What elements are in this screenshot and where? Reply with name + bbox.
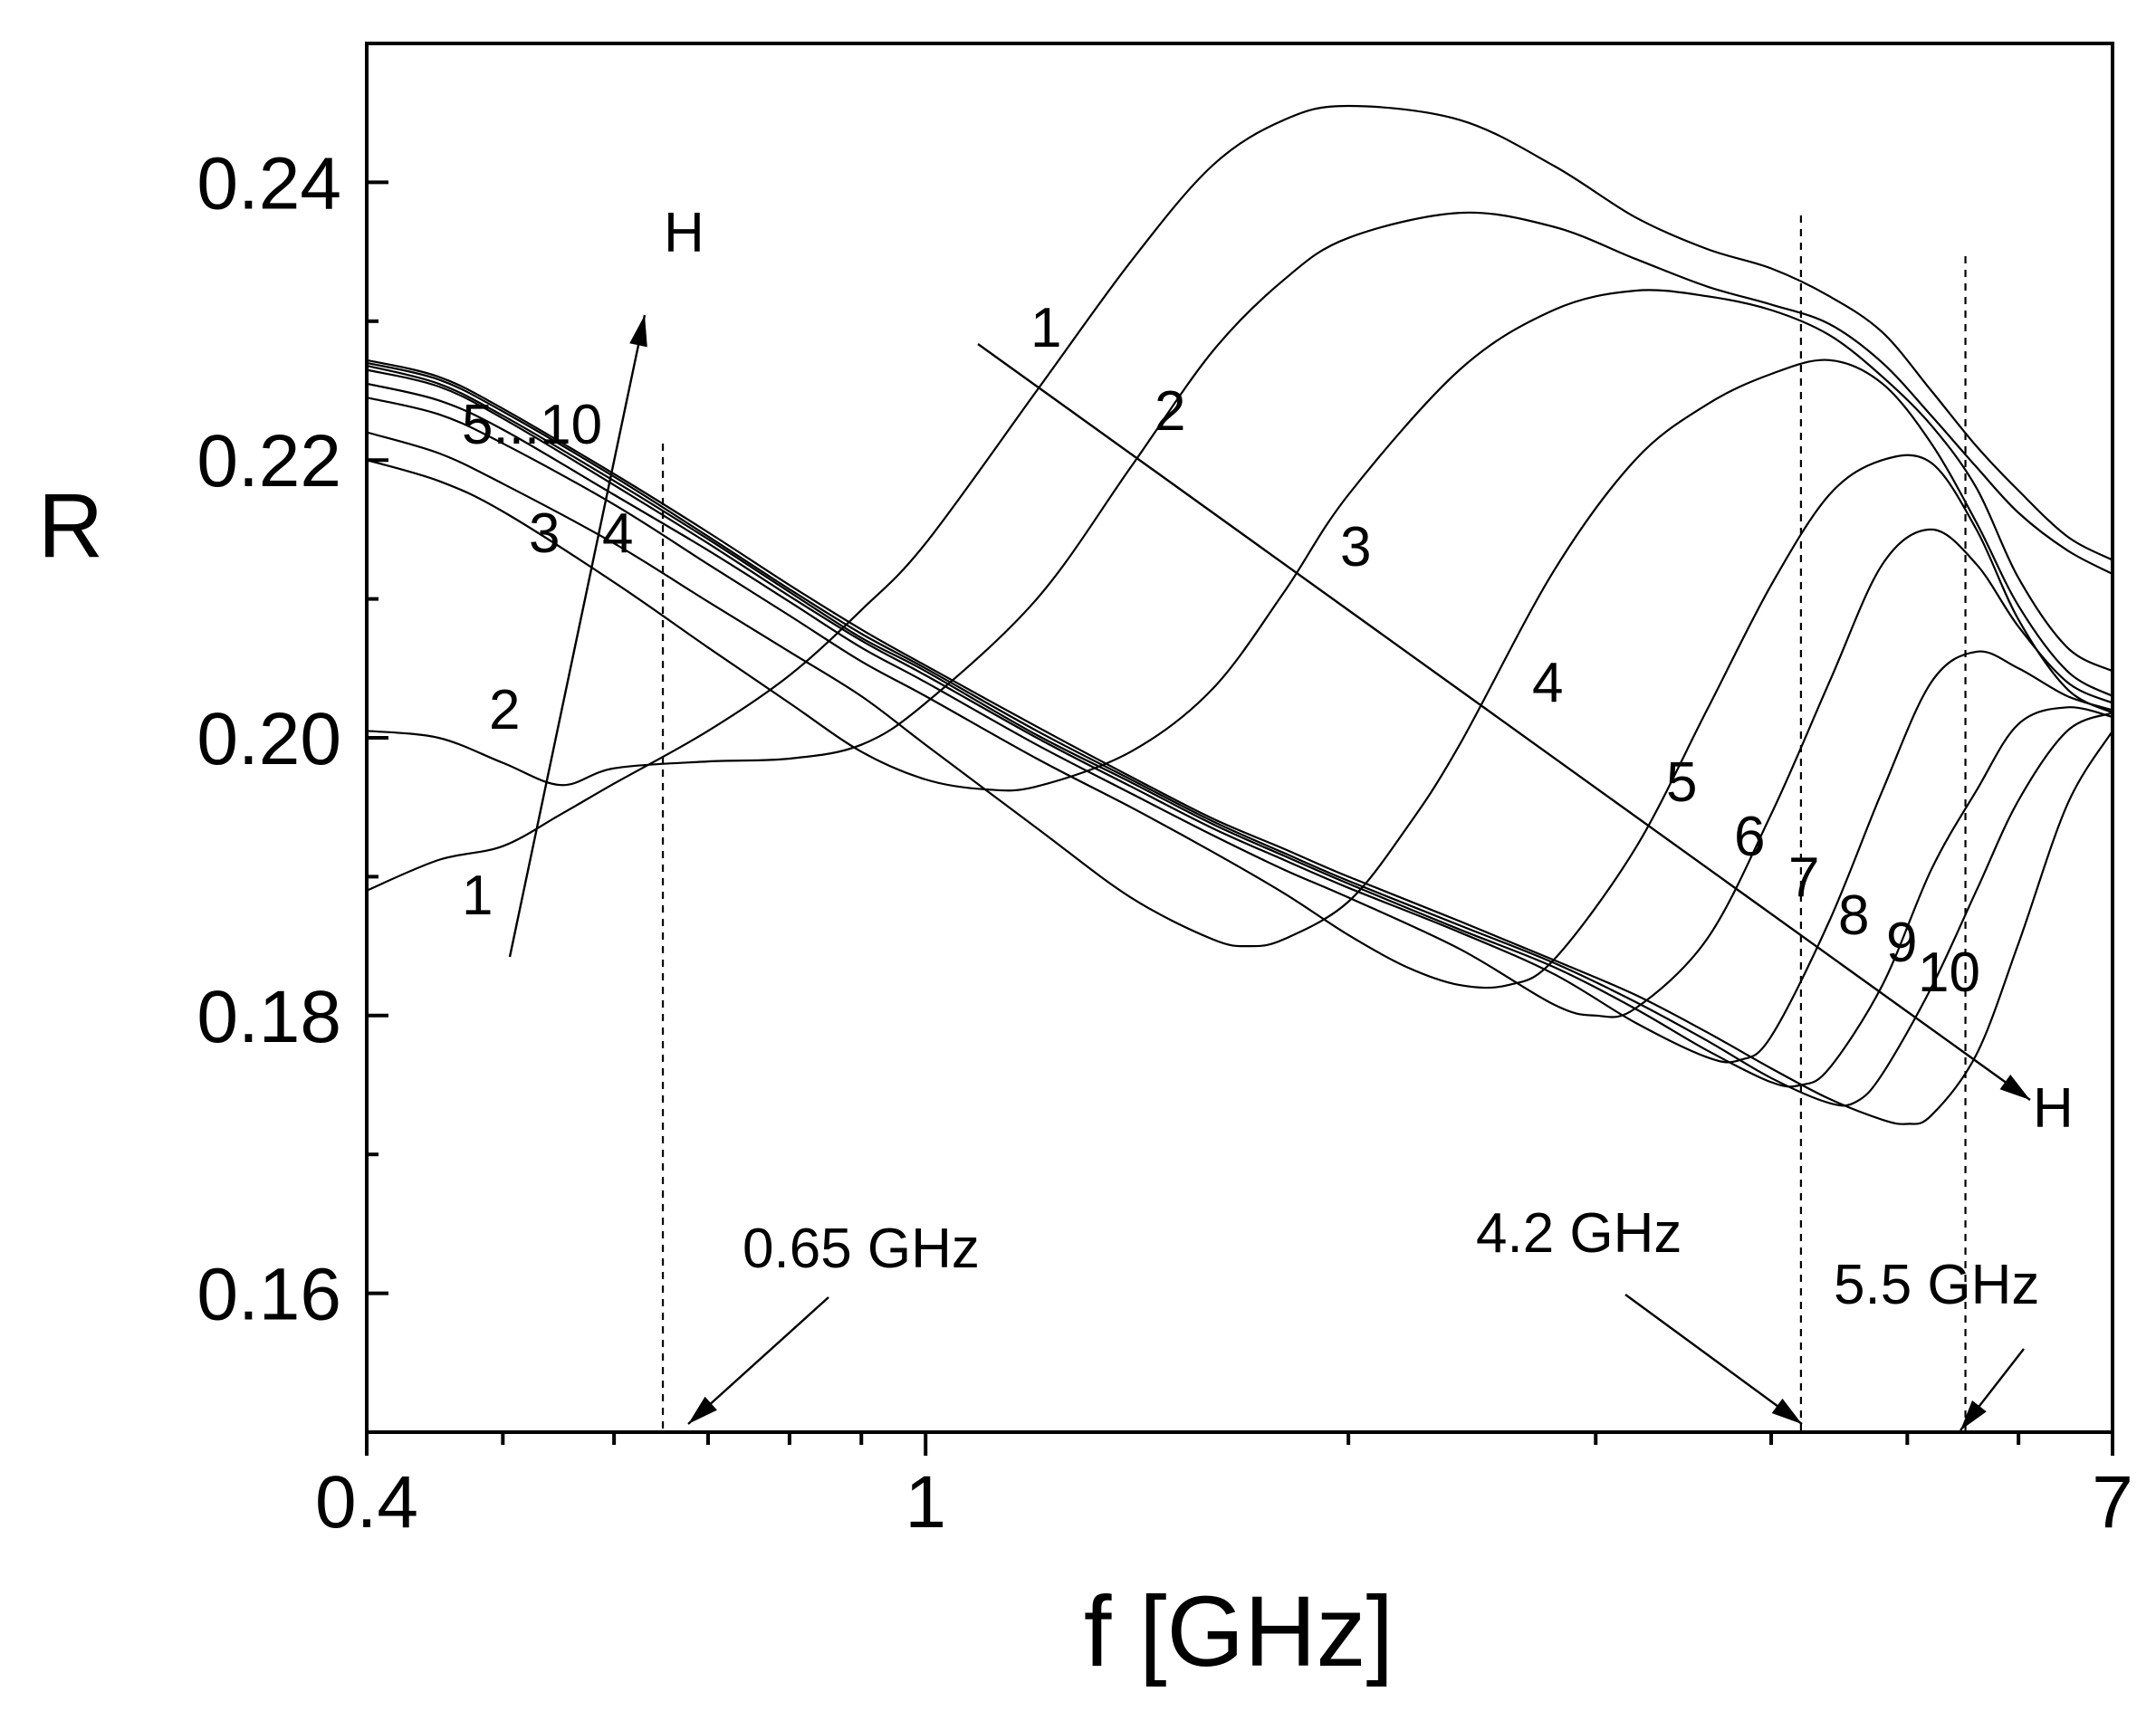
arrow-h-left — [508, 314, 647, 958]
right-label-4: 4 — [1532, 652, 1563, 714]
y-tick-label: 0.20 — [196, 698, 341, 780]
curve-1 — [366, 104, 2113, 892]
label-065-ghz: 0.65 GHz — [743, 1218, 980, 1280]
right-label-3: 3 — [1340, 516, 1371, 578]
right-label-2: 2 — [1155, 380, 1185, 443]
left-label-4: 4 — [602, 502, 633, 565]
right-label-6: 6 — [1734, 806, 1765, 868]
left-label-2: 2 — [489, 679, 520, 741]
vertical-guides — [661, 215, 1967, 1432]
y-tick-label: 0.16 — [196, 1254, 341, 1336]
y-axis-title: R — [38, 475, 103, 577]
right-label-7: 7 — [1788, 846, 1819, 909]
x-tick-label: 7 — [2092, 1461, 2133, 1544]
annotation-arrows — [508, 314, 2031, 1431]
arrow-h-right — [977, 343, 2031, 1101]
curve-10 — [366, 358, 2113, 1125]
label-42-ghz: 4.2 GHz — [1476, 1202, 1682, 1265]
right-label-1: 1 — [1030, 297, 1061, 359]
left-label-5-10: 5...10 — [462, 394, 602, 456]
arrow-065-ghz — [687, 1296, 829, 1425]
arrow-42-ghz — [1624, 1294, 1803, 1425]
y-tick-label: 0.18 — [196, 976, 341, 1058]
x-axis-title: f [GHz] — [1084, 1576, 1394, 1687]
curve-5 — [366, 397, 2113, 989]
left-label-1: 1 — [462, 865, 493, 927]
axis-ticks — [365, 42, 2114, 1456]
curve-2 — [366, 211, 2113, 787]
left-label-3: 3 — [529, 502, 560, 565]
curve-4 — [366, 358, 2113, 948]
arrow-55-ghz — [1960, 1348, 2025, 1431]
right-label-5: 5 — [1666, 751, 1697, 814]
curve-9 — [366, 361, 2113, 1107]
label-55-ghz: 5.5 GHz — [1834, 1254, 2039, 1316]
curve-8 — [366, 364, 2113, 1088]
plot-frame — [365, 42, 2114, 1434]
arrow-label-h-left: H — [664, 202, 704, 264]
right-label-10: 10 — [1918, 941, 1980, 1004]
axis-tick-labels: 0.16 0.18 0.20 0.22 0.24 0.4 1 7 — [196, 142, 2132, 1544]
curve-3 — [366, 289, 2113, 792]
y-tick-label: 0.24 — [196, 142, 341, 225]
right-label-9: 9 — [1886, 912, 1917, 974]
y-tick-label: 0.22 — [196, 420, 341, 502]
curve-6 — [366, 382, 2113, 1018]
arrow-label-h-right: H — [2033, 1077, 2074, 1140]
data-curves — [366, 104, 2113, 1125]
x-tick-label: 0.4 — [315, 1461, 418, 1544]
x-tick-label: 1 — [905, 1461, 946, 1544]
right-label-8: 8 — [1838, 884, 1869, 947]
curve-7 — [366, 368, 2113, 1064]
